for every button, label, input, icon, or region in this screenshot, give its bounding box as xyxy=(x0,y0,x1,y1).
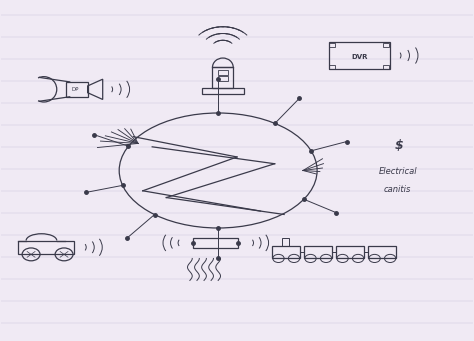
Bar xyxy=(18,240,74,254)
Bar xyxy=(273,246,300,258)
Bar xyxy=(337,246,364,258)
Text: canitis: canitis xyxy=(384,186,411,194)
Text: Electrical: Electrical xyxy=(378,167,417,176)
Bar xyxy=(218,70,228,75)
Bar xyxy=(66,82,88,97)
Bar xyxy=(218,76,228,81)
Bar xyxy=(329,65,335,69)
Bar xyxy=(201,88,244,94)
Text: DP: DP xyxy=(71,87,79,92)
Text: $: $ xyxy=(395,138,403,151)
Bar xyxy=(383,43,389,47)
Bar xyxy=(329,42,390,69)
Bar xyxy=(193,238,238,248)
Text: DVR: DVR xyxy=(351,54,367,60)
Bar xyxy=(383,65,389,69)
Bar xyxy=(368,246,396,258)
Bar xyxy=(282,238,289,246)
Bar xyxy=(304,246,332,258)
Bar xyxy=(212,67,233,88)
Bar xyxy=(329,43,335,47)
